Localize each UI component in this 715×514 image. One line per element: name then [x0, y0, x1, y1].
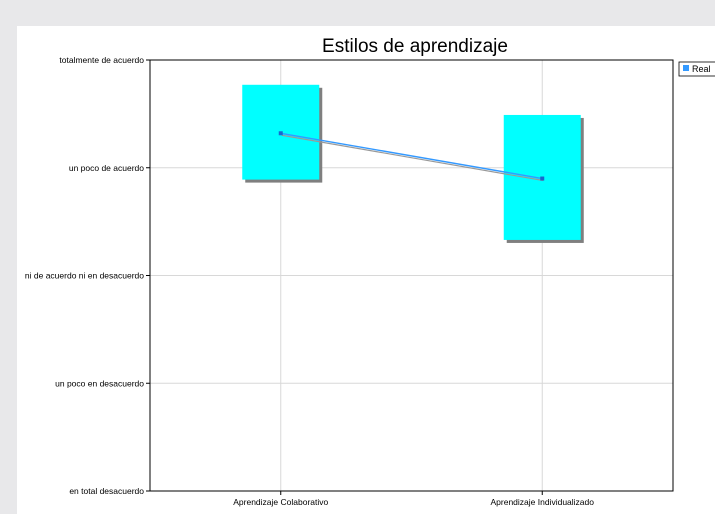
y-tick-label: un poco en desacuerdo	[55, 378, 144, 388]
grid-lines	[150, 59, 673, 492]
range-boxes	[242, 84, 584, 243]
series-point	[540, 176, 545, 181]
x-tick-label: Aprendizaje Colaborativo	[233, 497, 328, 507]
y-tick-label: totalmente de acuerdo	[59, 55, 144, 65]
legend: Real	[678, 61, 715, 77]
series-layer	[278, 131, 545, 182]
x-tick-label: Aprendizaje Individualizado	[491, 497, 595, 507]
legend-swatch	[683, 65, 689, 71]
axes	[146, 59, 674, 495]
series-line-real	[280, 132, 543, 180]
y-tick-label: ni de acuerdo ni en desacuerdo	[25, 271, 144, 281]
y-tick-label: en total desacuerdo	[69, 486, 144, 496]
series-line-shadow	[281, 134, 544, 182]
plot-frame	[149, 59, 674, 492]
chart-panel	[17, 26, 715, 514]
legend-label: Real	[692, 64, 711, 74]
chart-title: Estilos de aprendizaje	[322, 36, 508, 57]
y-tick-label: un poco de acuerdo	[69, 163, 144, 173]
series-point	[278, 131, 283, 136]
tick-labels: en total desacuerdo un poco en desacuerdo…	[25, 55, 594, 507]
